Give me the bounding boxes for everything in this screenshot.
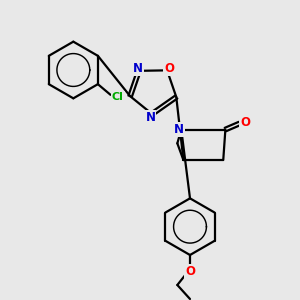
- Text: Cl: Cl: [112, 92, 124, 101]
- Text: O: O: [240, 116, 250, 129]
- Text: O: O: [164, 62, 174, 75]
- Text: N: N: [133, 62, 143, 75]
- Text: N: N: [174, 123, 184, 136]
- Text: O: O: [185, 265, 195, 278]
- Text: N: N: [146, 111, 155, 124]
